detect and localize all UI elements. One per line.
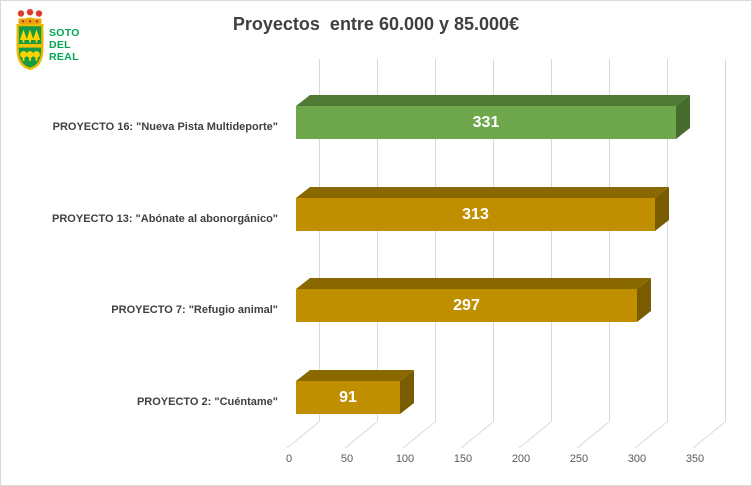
axis-tick-label: 50 [340,453,354,465]
category-label-proyecto-13: PROYECTO 13: "Abónate al abonorgánico" [52,212,278,225]
gridline [667,59,668,422]
axis-tick-label: 200 [511,453,531,465]
bar-front-face: 91 [296,381,400,414]
axis-tick-label: 0 [285,453,293,465]
bar-top-facet [296,278,651,289]
town-logo: SOTO DEL REAL [15,9,80,71]
bar-front-face: 331 [296,106,676,139]
gridline-floor-segment [635,422,667,448]
bar-value-label: 91 [339,388,357,406]
coat-of-arms-icon [16,9,44,70]
bar-side-facet [400,370,414,414]
bar-side-facet [637,278,651,322]
logo-text-line2: DEL [49,39,71,51]
gridline-floor-segment [345,422,377,448]
gridline [725,59,726,422]
logo-text-line3: REAL [49,51,79,63]
bar-side-facet [655,187,669,231]
gridline [435,59,436,422]
axis-tick-label: 350 [685,453,705,465]
bar-proyecto-2[interactable]: 91 [296,370,414,414]
gridline-floor-segment [287,422,319,448]
gridline-floor-segment [461,422,493,448]
bar-value-label: 331 [472,113,500,131]
bar-top-facet [296,187,669,198]
logo-text-line1: SOTO [49,27,80,39]
bar-top-facet [296,95,690,106]
gridline [551,59,552,422]
gridline-floor-segment [693,422,725,448]
gridline [319,59,320,422]
category-label-proyecto-7: PROYECTO 7: "Refugio animal" [111,303,278,316]
bar-top-facet [296,370,414,381]
bar-proyecto-7[interactable]: 297 [296,278,651,322]
axis-tick-label: 150 [453,453,473,465]
bar-proyecto-13[interactable]: 313 [296,187,669,231]
chart-title: Proyectos entre 60.000 y 85.000€ [232,14,520,34]
gridline-floor-segment [403,422,435,448]
gridline [609,59,610,422]
axis-tick-label: 250 [569,453,589,465]
gridline [377,59,378,422]
gridline-floor-segment [519,422,551,448]
bar-front-face: 297 [296,289,637,322]
category-label-proyecto-16: PROYECTO 16: "Nueva Pista Multideporte" [52,120,278,133]
bar-proyecto-16[interactable]: 331 [296,95,690,139]
category-label-proyecto-2: PROYECTO 2: "Cuéntame" [136,395,278,408]
axis-tick-label: 100 [395,453,415,465]
gridline [493,59,494,422]
gridline-floor-segment [577,422,609,448]
axis-tick-label: 300 [627,453,647,465]
bar-value-label: 297 [453,296,480,314]
bar-front-face: 313 [296,198,655,231]
logo-text: SOTO DEL REAL [49,27,80,63]
bar-value-label: 313 [462,205,489,223]
bar-side-facet [676,95,690,139]
